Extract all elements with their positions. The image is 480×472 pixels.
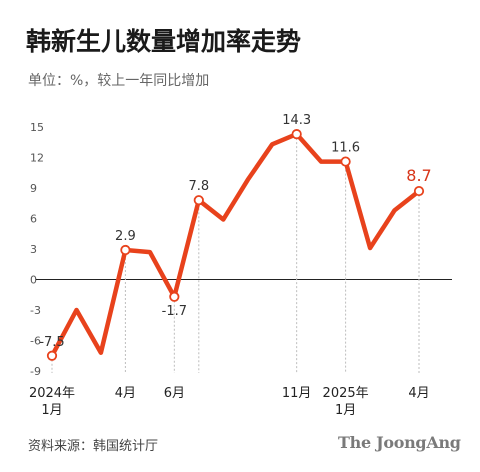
y-tick-label: 6 xyxy=(30,213,37,226)
x-tick-label: 2025年 xyxy=(323,386,369,401)
x-tick-label: 1月 xyxy=(41,403,62,418)
x-tick-label: 11月 xyxy=(282,386,312,401)
x-tick-label: 1月 xyxy=(335,403,356,418)
data-label: 8.7 xyxy=(406,166,431,185)
data-point-marker xyxy=(413,185,425,197)
y-tick-label: -6 xyxy=(30,335,41,348)
data-label: 2.9 xyxy=(115,229,136,244)
data-label: 11.6 xyxy=(331,141,360,156)
data-point-marker xyxy=(120,244,131,256)
chart-subtitle: 单位：%，较上一年同比增加 xyxy=(28,73,210,89)
data-label: 7.8 xyxy=(188,179,209,194)
y-tick-label: -3 xyxy=(30,304,41,317)
y-tick-label: 9 xyxy=(30,182,37,195)
y-tick-label: 15 xyxy=(30,121,44,134)
data-label: 14.3 xyxy=(282,113,311,128)
y-tick-label: 0 xyxy=(30,274,37,287)
data-label: -1.7 xyxy=(162,304,187,319)
publisher-logo: The JoongAng xyxy=(338,433,461,452)
series-line xyxy=(49,131,422,359)
data-point-marker xyxy=(169,291,180,302)
y-tick-label: 3 xyxy=(30,243,37,256)
line-chart: 15 12 9 6 3 0 -3 -6 -9 -7.5 2.9 -1.7 7.8 14.3 11.6 8.7 2… xyxy=(29,113,452,418)
x-tick-label: 6月 xyxy=(164,386,185,401)
data-label: -7.5 xyxy=(39,335,64,350)
data-point-marker xyxy=(291,129,302,140)
x-tick-label: 4月 xyxy=(408,386,429,401)
y-tick-label: -9 xyxy=(30,365,41,378)
data-point-marker xyxy=(46,350,58,361)
x-tick-label: 2024年 xyxy=(29,386,75,401)
chart-title: 韩新生儿数量增加率走势 xyxy=(26,27,302,56)
data-point-marker xyxy=(340,156,351,167)
source-note: 资料来源：韩国统计厅 xyxy=(28,439,159,454)
x-tick-label: 4月 xyxy=(115,386,136,401)
y-tick-label: 12 xyxy=(30,152,44,165)
data-point-marker xyxy=(193,195,204,206)
